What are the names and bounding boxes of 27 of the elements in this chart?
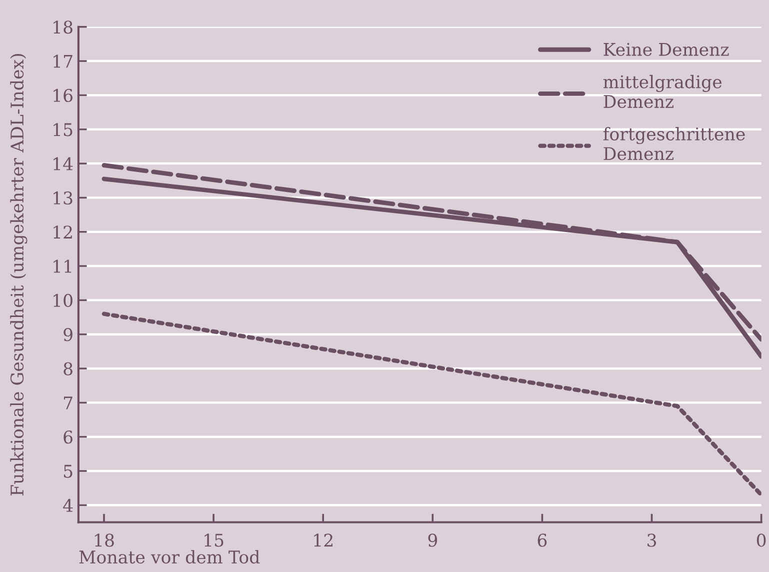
y-tick-label: 4 <box>63 498 73 512</box>
x-tick-label: 18 <box>95 534 114 547</box>
y-tick-label: 5 <box>64 464 72 478</box>
y-tick-label: 18 <box>54 20 72 34</box>
y-tick-label: 14 <box>54 157 73 170</box>
y-tick-label: 6 <box>64 430 72 444</box>
x-tick-label: 0 <box>756 534 766 547</box>
legend-label: fortgeschrittene Demenz <box>603 127 745 160</box>
y-tick-label: 7 <box>64 396 72 410</box>
y-tick-label: 11 <box>54 260 72 273</box>
y-tick-label: 16 <box>54 88 72 102</box>
y-axis-title: Funktionale Gesundheit (umgekehrter ADL-Index) <box>10 54 28 496</box>
y-tick-label: 17 <box>54 54 72 68</box>
y-tick-label: 8 <box>64 362 72 376</box>
x-tick-label: 15 <box>204 534 224 547</box>
x-tick-label: 9 <box>428 534 438 547</box>
x-axis-title: Monate vor dem Tod <box>79 550 260 564</box>
legend-label: Keine Demenz <box>604 42 729 56</box>
y-tick-label: 12 <box>54 226 72 238</box>
y-tick-label: 15 <box>54 123 72 136</box>
legend-label: mittelgradige Demenz <box>603 74 722 108</box>
y-tick-label: 13 <box>54 191 72 205</box>
y-tick-label: 10 <box>54 294 72 308</box>
y-tick-label: 9 <box>64 328 72 342</box>
x-tick-label: 3 <box>648 534 656 547</box>
x-tick-label: 6 <box>538 534 547 547</box>
x-tick-label: 12 <box>314 534 332 547</box>
